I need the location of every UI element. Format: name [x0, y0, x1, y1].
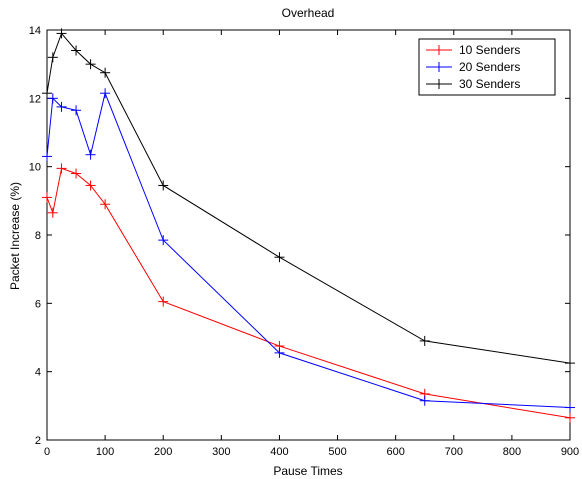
data-point: [85, 180, 96, 191]
legend-label: 30 Senders: [459, 77, 520, 91]
data-point: [100, 88, 111, 99]
x-tick-label: 0: [44, 446, 50, 458]
data-point: [274, 347, 285, 358]
data-point: [158, 180, 169, 191]
y-axis-label: Packet Increase (%): [8, 182, 22, 290]
x-tick-label: 400: [270, 446, 288, 458]
data-point: [158, 296, 169, 307]
data-point: [85, 149, 96, 160]
data-point: [85, 59, 96, 70]
series-line-3: [46, 32, 571, 364]
data-point: [100, 199, 111, 210]
data-point: [47, 52, 58, 63]
data-point: [565, 412, 575, 423]
data-point: [47, 93, 58, 104]
data-point: [419, 335, 430, 346]
x-tick-label: 700: [445, 446, 463, 458]
legend-label: 20 Senders: [459, 60, 520, 74]
legend-label: 10 Senders: [459, 43, 520, 57]
x-tick-label: 600: [386, 446, 404, 458]
data-point: [42, 88, 52, 99]
y-tick-label: 14: [29, 25, 41, 37]
data-point: [56, 101, 67, 112]
plot-area: 0 100 200 300 400 500 600 700 800 900 2 4 6 8 10 12 14 10…: [29, 25, 579, 458]
data-point: [71, 45, 82, 56]
x-tick-label: 900: [561, 446, 579, 458]
data-point: [56, 163, 67, 174]
y-tick-label: 8: [35, 230, 41, 242]
x-tick-label: 300: [212, 446, 230, 458]
y-tick-label: 6: [35, 298, 41, 310]
y-tick-label: 4: [35, 367, 41, 379]
legend-box: [418, 38, 556, 96]
data-point: [274, 252, 285, 263]
x-axis-label: Pause Times: [273, 464, 342, 478]
data-point: [71, 105, 82, 116]
x-tick-label: 800: [503, 446, 521, 458]
x-tick-label: 200: [154, 446, 172, 458]
data-point: [419, 395, 430, 406]
data-point: [42, 151, 52, 162]
series-line-1: [46, 167, 571, 419]
data-point: [42, 192, 52, 203]
x-tick-label: 100: [96, 446, 114, 458]
data-point: [565, 358, 575, 369]
y-tick-label: 10: [29, 162, 41, 174]
chart-title: Overhead: [282, 6, 335, 20]
data-point: [565, 402, 575, 413]
x-tick-label: 500: [328, 446, 346, 458]
series-line-2: [46, 91, 571, 409]
y-tick-label: 2: [35, 435, 41, 447]
data-point: [47, 207, 58, 218]
data-point: [100, 67, 111, 78]
plot-frame: [46, 29, 571, 441]
data-point: [158, 235, 169, 246]
data-point: [56, 28, 67, 39]
y-tick-label: 12: [29, 93, 41, 105]
data-point: [71, 168, 82, 179]
